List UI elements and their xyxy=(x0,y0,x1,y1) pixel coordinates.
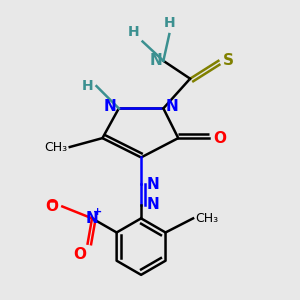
Text: H: H xyxy=(164,16,175,30)
Text: −: − xyxy=(46,194,58,208)
Text: H: H xyxy=(82,79,94,93)
Text: H: H xyxy=(128,25,140,38)
Text: CH₃: CH₃ xyxy=(196,212,219,225)
Text: N: N xyxy=(166,99,178,114)
Text: N: N xyxy=(104,99,116,114)
Text: S: S xyxy=(223,53,234,68)
Text: N: N xyxy=(146,197,159,212)
Text: +: + xyxy=(93,207,103,217)
Text: N: N xyxy=(149,53,162,68)
Text: N: N xyxy=(86,211,98,226)
Text: O: O xyxy=(213,130,226,146)
Text: O: O xyxy=(73,247,86,262)
Text: CH₃: CH₃ xyxy=(44,140,68,154)
Text: O: O xyxy=(45,199,58,214)
Text: N: N xyxy=(146,177,159,192)
